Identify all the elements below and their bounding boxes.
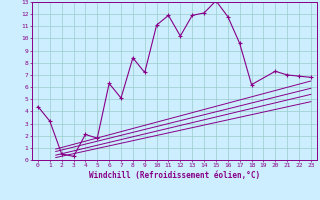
X-axis label: Windchill (Refroidissement éolien,°C): Windchill (Refroidissement éolien,°C) <box>89 171 260 180</box>
